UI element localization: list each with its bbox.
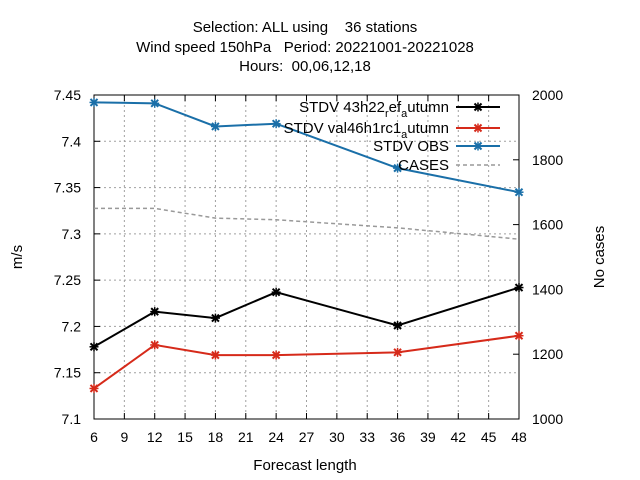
legend-label-part: CASES	[398, 157, 449, 174]
legend-label-part: STDV OBS	[373, 138, 449, 155]
series-layer	[89, 97, 524, 393]
data-point	[271, 350, 281, 360]
data-point	[150, 340, 160, 350]
data-point	[89, 383, 99, 393]
data-point	[393, 321, 403, 331]
x-tick-label: 18	[208, 429, 224, 445]
legend-sample-marker	[473, 102, 483, 112]
data-point	[393, 163, 403, 173]
data-point	[393, 347, 403, 357]
data-point	[514, 283, 524, 293]
x-tick-label: 39	[420, 429, 436, 445]
y2-tick-label: 1400	[532, 281, 563, 297]
legend-entry-stdv-val46h1rc1-autumn: STDV val46h1rc1autumn	[284, 120, 500, 141]
series-stdv-obs	[89, 97, 524, 197]
legend-entry-stdv-43h22-ref-autumn: STDV 43h22refautumn	[299, 99, 500, 120]
data-point	[514, 331, 524, 341]
y-tick-label: 7.2	[62, 318, 82, 334]
y-tick-label: 7.45	[54, 87, 81, 103]
x-tick-label: 6	[90, 429, 98, 445]
x-tick-label: 15	[177, 429, 193, 445]
legend-label: STDV 43h22refautumn	[299, 99, 449, 120]
x-tick-label: 48	[511, 429, 527, 445]
series-line	[93, 101, 520, 194]
title-line-1: Selection: ALL using 36 stations	[193, 19, 418, 36]
legend-label-part: utumn	[407, 120, 449, 137]
title-line-3: Hours: 00,06,12,18	[239, 58, 371, 75]
grid	[94, 95, 519, 419]
data-point	[150, 307, 160, 317]
legend-label: STDV OBS	[373, 138, 449, 155]
x-tick-label: 45	[481, 429, 497, 445]
legend-entry-cases: CASES	[398, 157, 500, 174]
y2-tick-label: 1200	[532, 346, 563, 362]
x-axis-label: Forecast length	[253, 457, 356, 474]
y-tick-label: 7.1	[62, 411, 82, 427]
legend-label-part: utumn	[407, 99, 449, 116]
data-point	[210, 121, 220, 131]
y-tick-label: 7.25	[54, 272, 81, 288]
y-tick-label: 7.4	[62, 133, 82, 149]
x-tick-label: 21	[238, 429, 254, 445]
legend-label-part: STDV val46h1rc1	[284, 120, 402, 137]
y-tick-label: 7.35	[54, 180, 81, 196]
y2-tick-label: 1600	[532, 217, 563, 233]
series-cases	[94, 207, 520, 240]
y-tick-label: 7.15	[54, 365, 81, 381]
legend-label-part: ef	[389, 99, 402, 116]
y-axis-label: m/s	[9, 245, 26, 269]
legend-sample-marker	[473, 123, 483, 133]
y2-tick-label: 1800	[532, 152, 563, 168]
legend-sample-marker	[473, 141, 483, 151]
data-point	[271, 119, 281, 129]
axes	[93, 94, 520, 420]
x-tick-label: 42	[450, 429, 466, 445]
series-line	[94, 207, 520, 240]
x-tick-label: 36	[390, 429, 406, 445]
data-point	[89, 97, 99, 107]
data-point	[514, 187, 524, 197]
legend-label-part: r	[385, 108, 389, 120]
y-tick-label: 7.3	[62, 226, 82, 242]
chart-title: Selection: ALL using 36 stations Wind sp…	[136, 19, 474, 75]
series-stdv-val46h1rc1-autumn	[89, 331, 524, 393]
legend-label-part: a	[401, 108, 408, 120]
data-point	[150, 98, 160, 108]
data-point	[210, 313, 220, 323]
x-tick-label: 30	[329, 429, 345, 445]
series-stdv-43h22-ref-autumn	[89, 283, 524, 352]
data-point	[89, 342, 99, 352]
series-line	[93, 286, 520, 348]
data-point	[271, 287, 281, 297]
legend-label: CASES	[398, 157, 449, 174]
legend-entry-stdv-obs: STDV OBS	[373, 138, 500, 155]
y2-tick-label: 2000	[532, 87, 563, 103]
x-tick-label: 9	[120, 429, 128, 445]
legend-label-part: STDV 43h22	[299, 99, 385, 116]
x-tick-label: 12	[147, 429, 163, 445]
series-line	[93, 334, 520, 390]
y2-axis-label: No cases	[591, 226, 608, 289]
title-line-2: Wind speed 150hPa Period: 20221001-20221…	[136, 39, 474, 56]
x-tick-label: 27	[299, 429, 315, 445]
x-tick-label: 24	[268, 429, 284, 445]
legend-label-part: a	[401, 129, 408, 141]
x-tick-label: 33	[359, 429, 375, 445]
tick-labels: 6 9 12 15 18 21 24 27 30 33 36 39 42 45 48 7.1 7.15 7.2 7.…	[54, 87, 564, 445]
data-point	[210, 350, 220, 360]
legend-label: STDV val46h1rc1autumn	[284, 120, 449, 141]
y2-tick-label: 1000	[532, 411, 563, 427]
plot-frame	[93, 94, 520, 420]
